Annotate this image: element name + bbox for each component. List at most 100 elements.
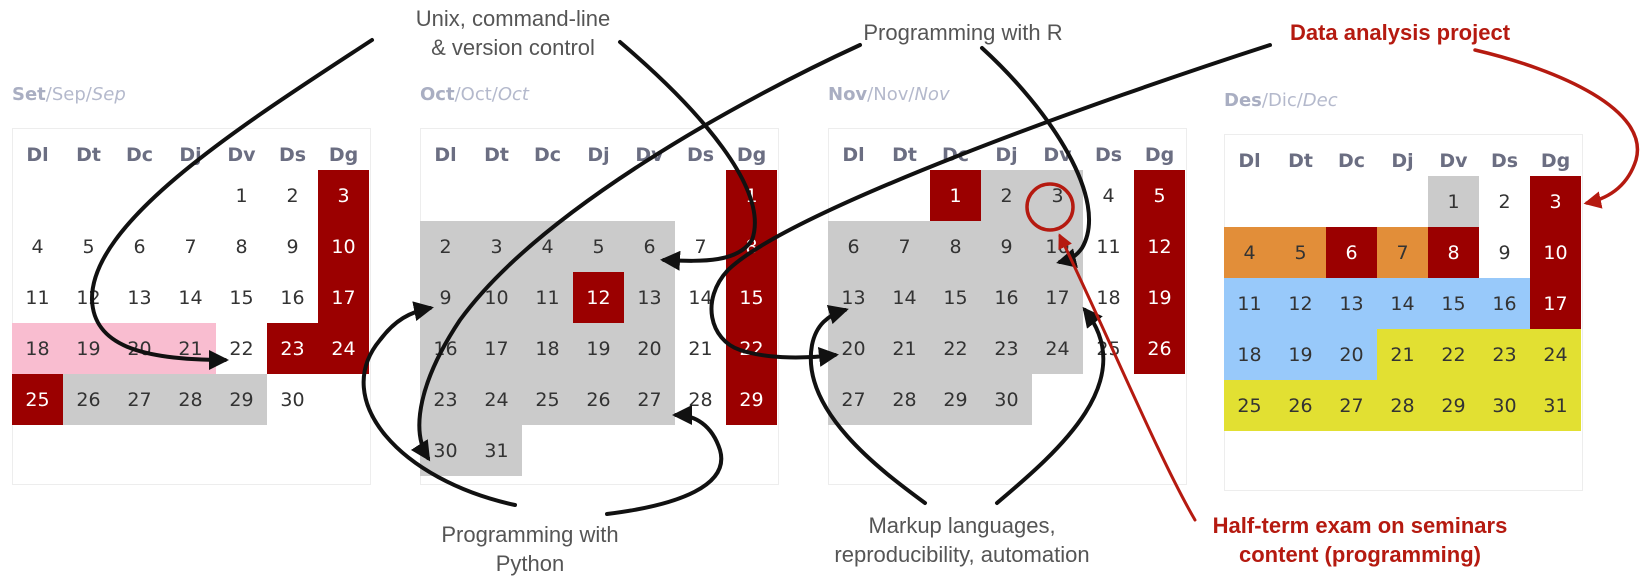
day-cell: 7 <box>694 235 707 258</box>
day-cell: 15 <box>1428 278 1479 329</box>
unix-arrow-to-oct <box>618 40 757 271</box>
day-cell: 26 <box>63 374 114 425</box>
day-cell: 2 <box>286 184 299 207</box>
day-cell: 29 <box>930 374 981 425</box>
day-cell: 22 <box>930 323 981 374</box>
day-cell: 14 <box>178 286 203 309</box>
day-cell: 25 <box>12 374 63 425</box>
weekday-header: Dt <box>892 144 917 166</box>
day-cell: 18 <box>1096 286 1121 309</box>
day-cell: 21 <box>688 337 713 360</box>
label-unix: Unix, command-line & version control <box>415 6 611 60</box>
day-cell: 29 <box>726 374 777 425</box>
day-cell: 25 <box>1224 380 1275 431</box>
day-cell: 12 <box>1134 221 1185 272</box>
weekday-header: Dj <box>587 144 610 166</box>
day-cell: 1 <box>235 184 248 207</box>
day-cell: 8 <box>235 235 248 258</box>
day-cell: 24 <box>1032 323 1083 374</box>
label-data-analysis-project: Data analysis project <box>1289 20 1511 45</box>
label-markup: Markup languages, reproducibility, automa… <box>834 513 1090 567</box>
day-cell: 28 <box>165 374 216 425</box>
weekday-header: Dj <box>995 144 1018 166</box>
day-cell: 19 <box>63 323 114 374</box>
day-cell: 17 <box>471 323 522 374</box>
day-cell: 2 <box>420 221 471 272</box>
day-cell: 3 <box>1530 176 1581 227</box>
day-cell: 22 <box>229 337 254 360</box>
weekday-header: Ds <box>686 144 715 166</box>
day-cell: 6 <box>133 235 146 258</box>
weekday-header: Dl <box>26 144 49 166</box>
weekday-header: Dl <box>434 144 457 166</box>
weekday-header: Ds <box>1490 150 1519 172</box>
day-cell: 5 <box>1134 170 1185 221</box>
day-cell: 18 <box>12 323 63 374</box>
day-cell: 27 <box>114 374 165 425</box>
day-cell: 26 <box>1134 323 1185 374</box>
python-arrow-to-oct-9 <box>361 301 517 507</box>
day-cell: 5 <box>1275 227 1326 278</box>
day-cell: 31 <box>471 425 522 476</box>
day-cell: 18 <box>522 323 573 374</box>
r-arrow-to-oct <box>410 43 862 462</box>
day-cell: 3 <box>471 221 522 272</box>
day-cell: 9 <box>1498 241 1511 264</box>
label-programming-r: Programming with R <box>863 20 1063 45</box>
day-cell: 14 <box>688 286 713 309</box>
day-cell: 30 <box>1479 380 1530 431</box>
day-cell: 28 <box>879 374 930 425</box>
day-cell: 21 <box>879 323 930 374</box>
markup-arrow-to-nov-13 <box>808 304 927 505</box>
day-cell: 3 <box>1032 170 1083 221</box>
day-cell: 23 <box>981 323 1032 374</box>
day-cell: 3 <box>318 170 369 221</box>
day-cell: 5 <box>573 221 624 272</box>
day-cell: 2 <box>1498 190 1511 213</box>
weekday-header: Dg <box>328 144 359 166</box>
day-cell: 31 <box>1530 380 1581 431</box>
weekday-header: Ds <box>1094 144 1123 166</box>
weekday-header: Dt <box>484 144 509 166</box>
day-cell: 16 <box>981 272 1032 323</box>
month-title-dec: Des/Dic/Dec <box>1224 90 1338 111</box>
weekday-header: Dt <box>76 144 101 166</box>
day-cell: 27 <box>1326 380 1377 431</box>
day-cell: 23 <box>1479 329 1530 380</box>
day-cell: 11 <box>1224 278 1275 329</box>
day-cell: 14 <box>1377 278 1428 329</box>
month-title-oct: Oct/Oct/Oct <box>420 84 529 105</box>
weekday-header: Dv <box>635 144 664 166</box>
day-cell: 6 <box>1326 227 1377 278</box>
weekday-header: Dv <box>1439 150 1468 172</box>
day-cell: 27 <box>624 374 675 425</box>
day-cell: 29 <box>1428 380 1479 431</box>
day-cell: 15 <box>229 286 254 309</box>
day-cell: 11 <box>1096 235 1121 258</box>
day-cell: 29 <box>216 374 267 425</box>
exam-arrow-to-nov-3 <box>1058 233 1197 522</box>
day-cell: 1 <box>930 170 981 221</box>
day-cell: 9 <box>286 235 299 258</box>
day-cell: 30 <box>280 388 305 411</box>
day-cell: 11 <box>25 286 50 309</box>
weekday-header: Ds <box>278 144 307 166</box>
day-cell: 15 <box>726 272 777 323</box>
weekday-header: Dc <box>1337 150 1366 172</box>
day-cell: 7 <box>184 235 197 258</box>
day-cell: 13 <box>1326 278 1377 329</box>
day-cell: 21 <box>165 323 216 374</box>
unix-arrow-to-sep <box>89 38 374 370</box>
day-cell: 2 <box>981 170 1032 221</box>
day-cell: 13 <box>828 272 879 323</box>
day-cell: 30 <box>981 374 1032 425</box>
day-cell: 17 <box>1530 278 1581 329</box>
day-cell: 19 <box>573 323 624 374</box>
weekday-header: Dg <box>1144 144 1175 166</box>
day-cell: 7 <box>879 221 930 272</box>
label-half-term-exam: Half-term exam on seminars content (progr… <box>1212 513 1508 567</box>
day-cell: 22 <box>1428 329 1479 380</box>
weekday-header: Dg <box>1540 150 1571 172</box>
weekday-header: Dl <box>842 144 865 166</box>
